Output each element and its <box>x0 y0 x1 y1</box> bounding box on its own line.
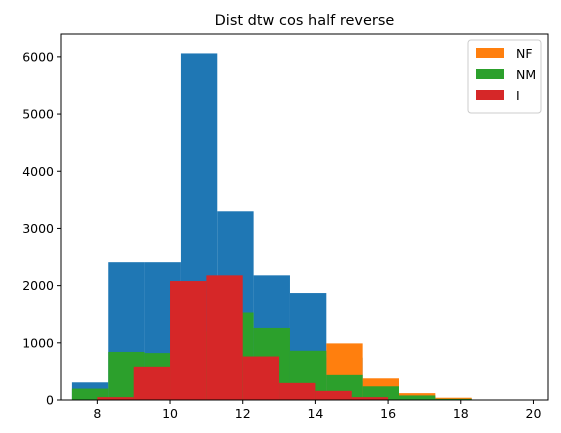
x-tick-label: 8 <box>93 406 101 421</box>
y-tick-label: 1000 <box>22 335 54 350</box>
plot-frame <box>60 33 549 401</box>
histogram-bars <box>71 53 472 400</box>
x-tick-label: 14 <box>307 406 323 421</box>
y-tick-label: 0 <box>46 393 54 408</box>
bar-series-2-bin-0 <box>71 388 109 400</box>
legend-label-nm: NM <box>516 67 536 82</box>
legend-swatch-nf <box>476 48 504 58</box>
bar-series-3-bin-4 <box>242 356 280 400</box>
legend-swatch-i <box>476 90 504 100</box>
y-tick-label: 2000 <box>22 278 54 293</box>
bar-series-2-bin-9 <box>398 395 436 400</box>
x-tick-label: 10 <box>162 406 178 421</box>
y-tick-label: 4000 <box>22 164 54 179</box>
bar-series-2-bin-10 <box>435 398 472 400</box>
bar-series-3-bin-0 <box>97 397 134 400</box>
legend-label-i: I <box>516 88 520 103</box>
y-tick-label: 5000 <box>22 107 54 122</box>
chart-title: Dist dtw cos half reverse <box>215 13 395 29</box>
x-tick-label: 20 <box>526 406 542 421</box>
x-axis: 8 10 12 14 16 18 20 <box>93 400 541 421</box>
x-tick-label: 16 <box>380 406 396 421</box>
legend-swatch-nm <box>476 69 504 79</box>
y-tick-label: 6000 <box>22 49 54 64</box>
x-tick-label: 18 <box>453 406 469 421</box>
legend: NF NM I <box>467 39 542 114</box>
bar-series-3-bin-6 <box>315 390 352 400</box>
bar-series-3-bin-2 <box>170 281 207 400</box>
x-tick-label: 12 <box>235 406 251 421</box>
bar-series-2-bin-8 <box>362 386 399 400</box>
bar-series-3-bin-5 <box>279 382 316 400</box>
bar-series-3-bin-1 <box>133 366 171 400</box>
bar-series-3-bin-3 <box>206 275 243 400</box>
y-axis: 0 1000 2000 3000 4000 5000 6000 <box>22 49 61 408</box>
y-tick-label: 3000 <box>22 221 54 236</box>
legend-label-nf: NF <box>516 46 533 61</box>
bar-series-3-bin-7 <box>351 397 389 400</box>
